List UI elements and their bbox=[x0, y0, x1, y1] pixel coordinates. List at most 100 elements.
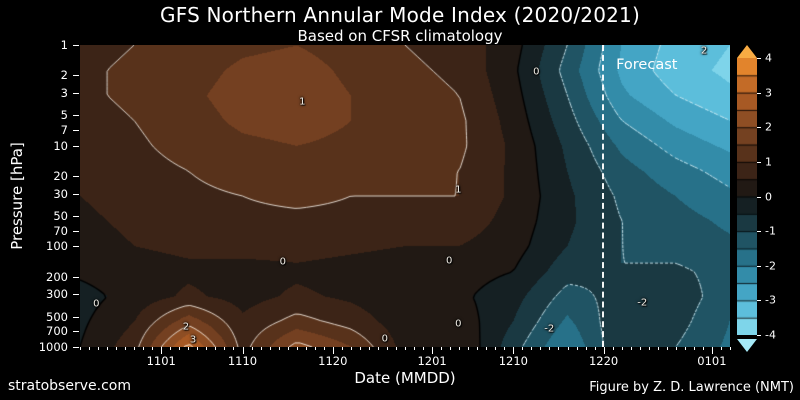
y-tick-label: 700 bbox=[46, 324, 68, 339]
x-minor-tick bbox=[341, 347, 343, 350]
y-axis-ticks: 1 2 3 5 7 10 20 30 50 70 100 200 300 500 700 1000 bbox=[0, 38, 80, 354]
x-minor-tick bbox=[314, 347, 316, 350]
y-tick bbox=[73, 45, 79, 46]
x-minor-tick bbox=[720, 347, 722, 350]
x-tick-label: 0101 bbox=[697, 354, 727, 368]
x-minor-tick bbox=[657, 347, 659, 350]
x-minor-tick bbox=[125, 347, 127, 350]
contour-label: 0 bbox=[533, 66, 540, 78]
chart-subtitle: Based on CFSR climatology bbox=[297, 27, 503, 45]
contour-label: -2 bbox=[544, 323, 555, 335]
colorbar-ticks: 4 3 2 1 0 -1 -2 -3 -4 bbox=[757, 52, 799, 342]
x-minor-tick bbox=[386, 347, 388, 350]
y-tick-label: 200 bbox=[46, 269, 68, 284]
x-minor-tick bbox=[359, 347, 361, 350]
colorbar-tick bbox=[757, 196, 761, 198]
y-tick bbox=[73, 276, 79, 278]
x-minor-tick bbox=[666, 347, 668, 350]
x-minor-tick bbox=[323, 347, 325, 350]
x-minor-tick bbox=[278, 347, 280, 350]
colorbar-tick bbox=[757, 92, 761, 94]
x-minor-tick bbox=[684, 347, 686, 350]
x-minor-tick bbox=[441, 347, 443, 350]
contour-label: 2 bbox=[700, 45, 708, 57]
chart-title: GFS Northern Annular Mode Index (2020/20… bbox=[160, 3, 640, 27]
x-minor-tick bbox=[152, 347, 154, 350]
contour-label: 0 bbox=[455, 318, 462, 330]
y-tick-label: 20 bbox=[53, 168, 68, 183]
x-minor-tick bbox=[594, 347, 596, 350]
x-tick-label: 1201 bbox=[417, 354, 447, 368]
x-minor-tick bbox=[730, 347, 731, 350]
colorbar-top-arrow bbox=[737, 45, 757, 58]
colorbar-tick bbox=[757, 231, 761, 233]
x-tick-label: 1120 bbox=[318, 354, 348, 368]
y-tick-label: 70 bbox=[53, 223, 68, 238]
x-major-tick bbox=[432, 347, 434, 354]
x-minor-tick bbox=[630, 347, 632, 350]
x-minor-tick bbox=[197, 347, 199, 350]
x-minor-tick bbox=[143, 347, 145, 350]
contour-label: 0 bbox=[279, 256, 286, 268]
x-tick-label: 1210 bbox=[498, 354, 528, 368]
x-minor-tick bbox=[450, 347, 452, 350]
x-minor-tick bbox=[639, 347, 641, 350]
figure-credit: Figure by Z. D. Lawrence (NMT) bbox=[589, 380, 794, 395]
y-tick bbox=[73, 294, 79, 296]
x-minor-tick bbox=[134, 347, 136, 350]
x-minor-tick bbox=[648, 347, 650, 350]
colorbar-tick-label: -1 bbox=[765, 224, 776, 238]
colorbar-tick bbox=[757, 265, 761, 267]
x-minor-tick bbox=[116, 347, 118, 350]
contour-plot-canvas bbox=[80, 45, 730, 347]
colorbar-tick-label: 4 bbox=[765, 51, 772, 65]
x-minor-tick bbox=[188, 347, 190, 350]
x-minor-tick bbox=[567, 347, 569, 350]
y-tick bbox=[73, 93, 79, 95]
colorbar-tick bbox=[757, 335, 761, 336]
x-major-tick bbox=[161, 347, 163, 354]
colorbar-tick-label: 3 bbox=[765, 86, 772, 100]
x-minor-tick bbox=[269, 347, 271, 350]
plot-area: Forecast 1 1 0 0 0 0 0 0 2 3 -2 -2 2 bbox=[80, 45, 730, 347]
y-tick bbox=[73, 216, 79, 218]
forecast-label: Forecast bbox=[616, 57, 678, 74]
x-minor-tick bbox=[80, 347, 81, 350]
colorbar-tick-label: -3 bbox=[765, 293, 776, 307]
x-minor-tick bbox=[377, 347, 379, 350]
y-tick bbox=[73, 175, 79, 177]
x-minor-tick bbox=[414, 347, 416, 350]
x-minor-tick bbox=[206, 347, 208, 350]
x-minor-tick bbox=[287, 347, 289, 350]
y-tick-label: 1000 bbox=[38, 340, 68, 354]
y-tick-label: 5 bbox=[60, 108, 68, 123]
colorbar-tick-label: 2 bbox=[765, 120, 772, 134]
x-tick-label: 1101 bbox=[146, 354, 176, 368]
y-tick bbox=[73, 230, 79, 232]
x-major-tick bbox=[242, 347, 244, 354]
x-minor-tick bbox=[486, 347, 488, 350]
x-minor-tick bbox=[395, 347, 397, 350]
contour-label: 0 bbox=[446, 255, 453, 267]
x-minor-tick bbox=[305, 347, 307, 350]
x-minor-tick bbox=[585, 347, 587, 350]
x-minor-tick bbox=[350, 347, 352, 350]
x-minor-tick bbox=[233, 347, 235, 350]
contour-label: 1 bbox=[455, 184, 462, 196]
x-minor-tick bbox=[702, 347, 704, 350]
y-tick-label: 2 bbox=[60, 68, 68, 83]
colorbar bbox=[737, 45, 757, 352]
y-tick bbox=[73, 145, 79, 147]
colorbar-canvas bbox=[737, 58, 757, 335]
x-minor-tick bbox=[477, 347, 479, 350]
x-minor-tick bbox=[405, 347, 406, 350]
colorbar-tick-label: 1 bbox=[765, 155, 772, 169]
contour-label: 0 bbox=[381, 333, 389, 345]
y-tick bbox=[73, 347, 79, 348]
x-minor-tick bbox=[89, 347, 91, 350]
contour-label: 3 bbox=[189, 334, 197, 346]
colorbar-tick-label: 0 bbox=[765, 190, 772, 203]
x-minor-tick bbox=[549, 347, 551, 350]
x-minor-tick bbox=[522, 347, 524, 350]
